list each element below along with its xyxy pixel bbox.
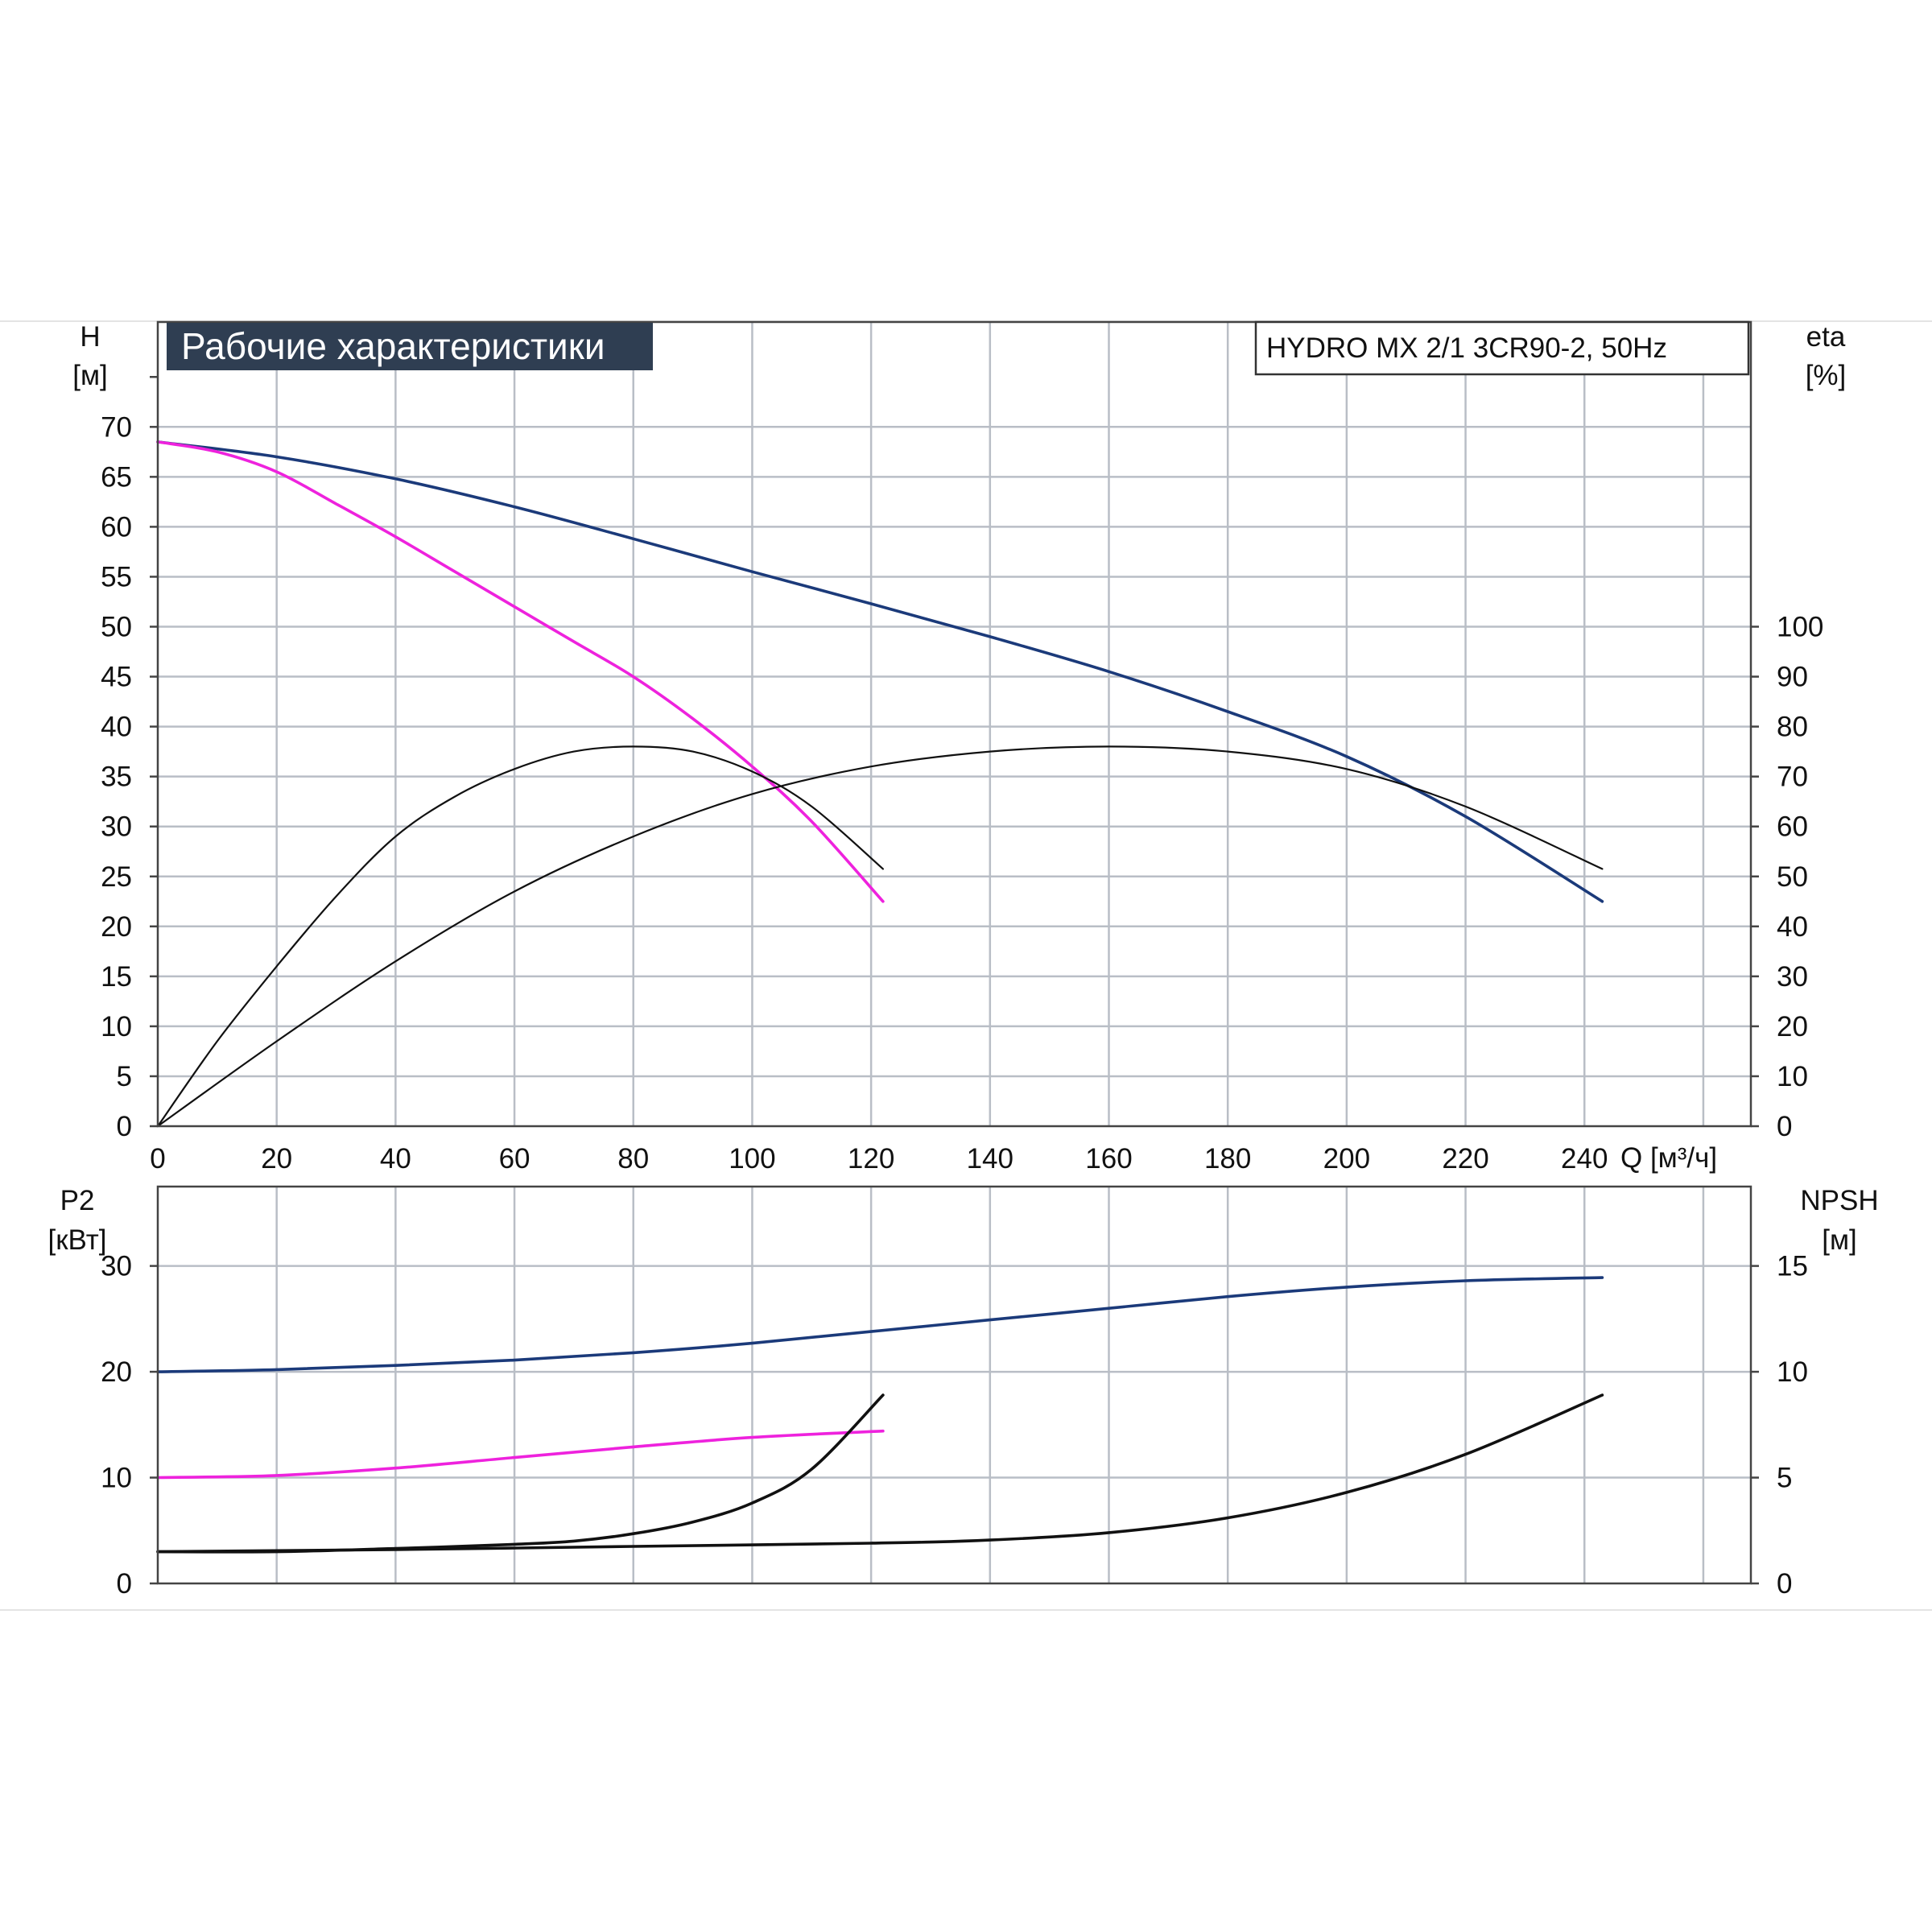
series-line-blue-1 xyxy=(156,1276,1604,1373)
series-line-magenta-2 xyxy=(156,1429,885,1480)
right-tick-label: 0 xyxy=(1777,1568,1792,1600)
series-line-black-4 xyxy=(156,1393,1604,1554)
efficiency-axis-unit: [%] xyxy=(1806,360,1847,391)
x-tick-label: 180 xyxy=(1204,1143,1251,1174)
right-tick-label: 50 xyxy=(1777,861,1808,893)
left-tick-label: 30 xyxy=(101,1251,132,1282)
x-tick-label: 200 xyxy=(1323,1143,1370,1174)
performance-panel: 0 5 10 15 20 25 30 35 40 45 50 55 60 65 70 0 10 20 30 40 50 6… xyxy=(72,320,1847,1174)
left-tick-label: 70 xyxy=(101,411,132,443)
power-npsh-ticks: 0 10 20 30 0 5 10 15 xyxy=(101,1251,1808,1600)
x-tick-label: 120 xyxy=(848,1143,894,1174)
npsh-axis-label: NPSH xyxy=(1800,1185,1878,1216)
right-tick-label: 15 xyxy=(1777,1251,1808,1282)
left-tick-label: 20 xyxy=(101,1356,132,1388)
x-tick-label: 240 xyxy=(1561,1143,1608,1174)
series-line-magenta-2 xyxy=(156,440,885,903)
right-tick-label: 30 xyxy=(1777,961,1808,993)
left-tick-label: 10 xyxy=(101,1463,132,1494)
left-tick-label: 5 xyxy=(117,1061,132,1092)
left-tick-label: 40 xyxy=(101,712,132,743)
left-tick-label: 45 xyxy=(101,662,132,693)
left-tick-label: 60 xyxy=(101,511,132,543)
x-tick-label: 140 xyxy=(967,1143,1013,1174)
efficiency-axis-label: eta xyxy=(1806,321,1846,353)
left-tick-label: 20 xyxy=(101,911,132,943)
power-axis-label: P2 xyxy=(60,1185,95,1216)
head-axis-label: H xyxy=(80,321,100,353)
power-npsh-series xyxy=(156,1276,1604,1554)
power-npsh-panel: 0 10 20 30 0 5 10 15 P2 [кВт] NPSH [м] xyxy=(48,1185,1879,1600)
power-npsh-grid xyxy=(158,1187,1751,1583)
x-tick-label: 60 xyxy=(499,1143,530,1174)
left-tick-label: 0 xyxy=(117,1111,132,1142)
title-box xyxy=(167,323,653,370)
right-tick-label: 100 xyxy=(1777,612,1823,643)
x-tick-label: 0 xyxy=(150,1143,165,1174)
right-tick-label: 40 xyxy=(1777,911,1808,943)
series-line-black-3 xyxy=(156,1393,885,1554)
right-tick-label: 20 xyxy=(1777,1011,1808,1042)
x-tick-label: 80 xyxy=(617,1143,649,1174)
x-tick-label: 160 xyxy=(1085,1143,1132,1174)
right-tick-label: 0 xyxy=(1777,1111,1792,1142)
right-tick-label: 90 xyxy=(1777,662,1808,693)
right-tick-label: 10 xyxy=(1777,1356,1808,1388)
left-tick-label: 55 xyxy=(101,561,132,592)
x-tick-label: 40 xyxy=(380,1143,411,1174)
series-line-blue-1 xyxy=(156,440,1604,903)
performance-plot-frame xyxy=(156,320,1752,1128)
left-tick-label: 35 xyxy=(101,762,132,793)
model-label-box xyxy=(1254,320,1750,376)
model-label: HYDRO MX 2/1 3CR90-2, 50Hz xyxy=(1266,332,1667,364)
x-tick-label: 100 xyxy=(729,1143,775,1174)
left-tick-label: 15 xyxy=(101,961,132,993)
right-tick-label: 5 xyxy=(1777,1463,1792,1494)
chart-title: Рабочие характеристики xyxy=(181,325,605,367)
right-tick-label: 60 xyxy=(1777,811,1808,843)
left-tick-label: 50 xyxy=(101,612,132,643)
left-tick-label: 25 xyxy=(101,861,132,893)
right-tick-label: 80 xyxy=(1777,712,1808,743)
performance-series xyxy=(156,440,1604,1128)
left-tick-label: 10 xyxy=(101,1011,132,1042)
right-tick-label: 10 xyxy=(1777,1061,1808,1092)
npsh-axis-unit: [м] xyxy=(1822,1224,1857,1256)
series-line-black-4 xyxy=(156,745,1604,1128)
performance-grid xyxy=(158,322,1751,1126)
power-npsh-plot-frame xyxy=(156,1185,1752,1585)
performance-ticks: 0 5 10 15 20 25 30 35 40 45 50 55 60 65 70 0 10 20 30 40 50 6… xyxy=(101,376,1823,1174)
flow-axis-label: Q [м³/ч] xyxy=(1620,1142,1717,1174)
x-tick-label: 220 xyxy=(1442,1143,1488,1174)
x-tick-label: 20 xyxy=(261,1143,292,1174)
left-tick-label: 30 xyxy=(101,811,132,843)
head-axis-unit: [м] xyxy=(72,360,108,391)
power-axis-unit: [кВт] xyxy=(48,1224,107,1256)
right-tick-label: 70 xyxy=(1777,762,1808,793)
series-line-black-3 xyxy=(156,745,884,1128)
left-tick-label: 65 xyxy=(101,461,132,493)
left-tick-label: 0 xyxy=(117,1568,132,1600)
